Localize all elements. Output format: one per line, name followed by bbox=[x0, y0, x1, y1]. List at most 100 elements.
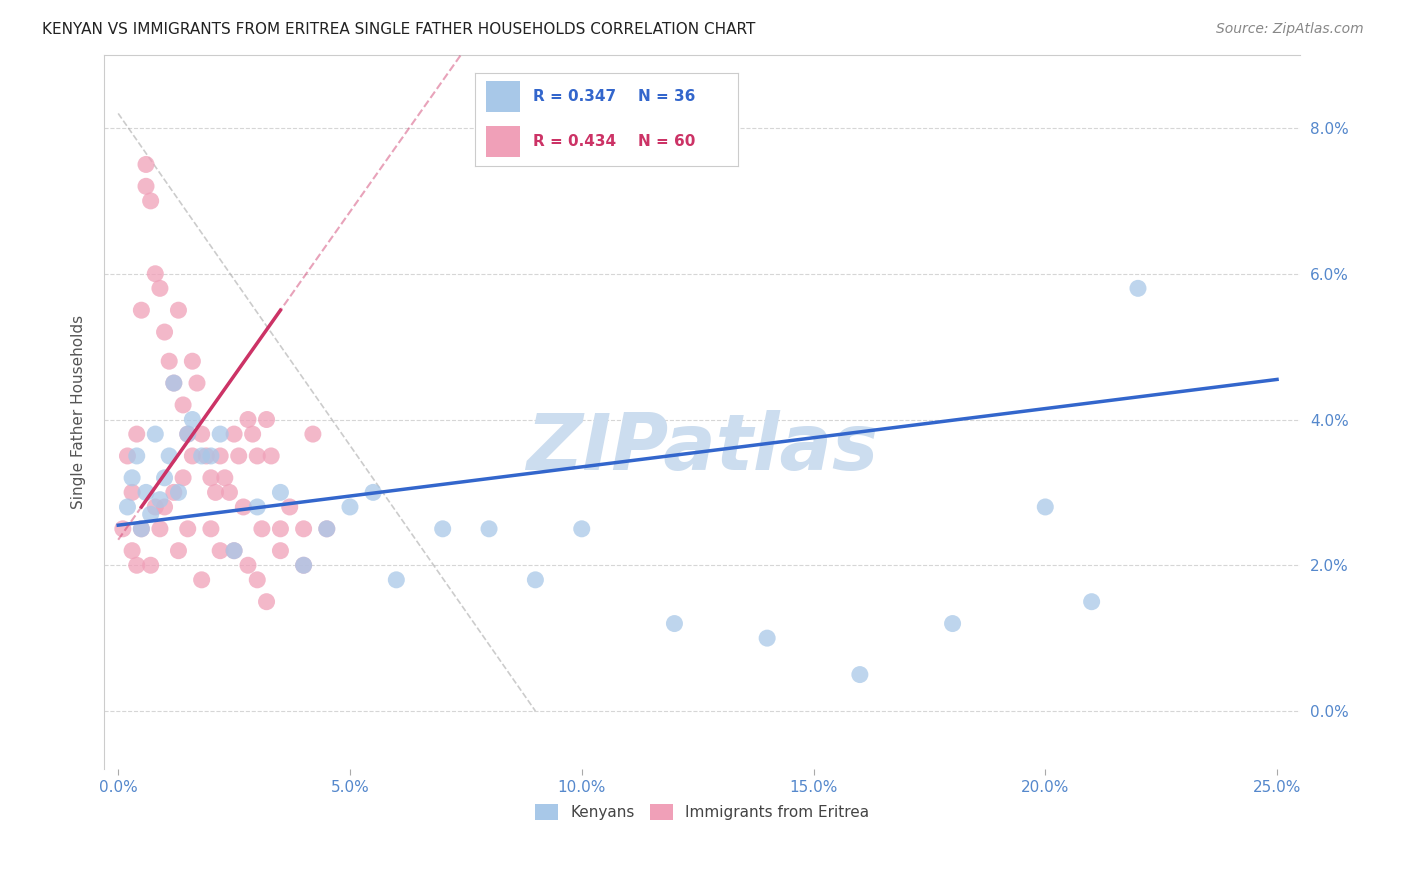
Point bbox=[478, 522, 501, 536]
Point bbox=[143, 427, 166, 442]
Y-axis label: Single Father Households: Single Father Households bbox=[72, 315, 86, 509]
Point bbox=[121, 471, 143, 485]
Point bbox=[111, 522, 134, 536]
Point bbox=[125, 449, 148, 463]
Point bbox=[177, 427, 200, 442]
Point bbox=[269, 543, 291, 558]
Point bbox=[131, 522, 153, 536]
Point bbox=[190, 449, 212, 463]
Point bbox=[278, 500, 301, 514]
Point bbox=[139, 194, 162, 208]
Point bbox=[117, 449, 139, 463]
Point bbox=[228, 449, 250, 463]
Point bbox=[232, 500, 254, 514]
Point bbox=[121, 543, 143, 558]
Point bbox=[143, 500, 166, 514]
Point bbox=[143, 267, 166, 281]
Point bbox=[153, 471, 176, 485]
Point bbox=[157, 354, 180, 368]
Point bbox=[236, 558, 259, 573]
Point bbox=[236, 412, 259, 426]
Point bbox=[181, 449, 204, 463]
Point bbox=[218, 485, 240, 500]
Point bbox=[139, 508, 162, 522]
Point bbox=[181, 412, 204, 426]
Point bbox=[117, 500, 139, 514]
Point bbox=[1033, 500, 1056, 514]
Point bbox=[135, 485, 157, 500]
Point bbox=[339, 500, 361, 514]
Point bbox=[163, 376, 186, 390]
Point bbox=[1080, 595, 1102, 609]
Text: Source: ZipAtlas.com: Source: ZipAtlas.com bbox=[1216, 22, 1364, 37]
Point bbox=[131, 303, 153, 318]
Point bbox=[942, 616, 965, 631]
Point bbox=[157, 449, 180, 463]
Point bbox=[172, 398, 194, 412]
Point bbox=[1126, 281, 1149, 295]
Text: ZIPatlas: ZIPatlas bbox=[526, 410, 879, 486]
Point bbox=[269, 485, 291, 500]
Point bbox=[432, 522, 454, 536]
Point bbox=[200, 522, 222, 536]
Point bbox=[302, 427, 325, 442]
Point bbox=[167, 543, 190, 558]
Point bbox=[315, 522, 337, 536]
Point bbox=[172, 471, 194, 485]
Point bbox=[135, 157, 157, 171]
Point bbox=[292, 522, 315, 536]
Point bbox=[222, 427, 245, 442]
Point bbox=[260, 449, 283, 463]
Point bbox=[190, 427, 212, 442]
Point bbox=[246, 449, 269, 463]
Point bbox=[139, 558, 162, 573]
Point bbox=[149, 522, 172, 536]
Point bbox=[209, 449, 232, 463]
Point bbox=[246, 500, 269, 514]
Point bbox=[524, 573, 547, 587]
Point bbox=[849, 667, 872, 681]
Point bbox=[204, 485, 226, 500]
Point bbox=[214, 471, 236, 485]
Point bbox=[181, 354, 204, 368]
Point bbox=[186, 376, 208, 390]
Point bbox=[167, 303, 190, 318]
Point bbox=[664, 616, 686, 631]
Point bbox=[177, 427, 200, 442]
Point bbox=[385, 573, 408, 587]
Point bbox=[149, 281, 172, 295]
Point bbox=[292, 558, 315, 573]
Point bbox=[153, 325, 176, 339]
Legend: Kenyans, Immigrants from Eritrea: Kenyans, Immigrants from Eritrea bbox=[529, 797, 876, 826]
Point bbox=[190, 573, 212, 587]
Point bbox=[163, 485, 186, 500]
Point bbox=[222, 543, 245, 558]
Point bbox=[125, 427, 148, 442]
Point bbox=[292, 558, 315, 573]
Point bbox=[121, 485, 143, 500]
Point bbox=[200, 449, 222, 463]
Point bbox=[135, 179, 157, 194]
Point bbox=[131, 522, 153, 536]
Point bbox=[242, 427, 264, 442]
Point bbox=[256, 412, 278, 426]
Point bbox=[246, 573, 269, 587]
Point bbox=[195, 449, 218, 463]
Point bbox=[222, 543, 245, 558]
Point bbox=[125, 558, 148, 573]
Point bbox=[167, 485, 190, 500]
Point bbox=[250, 522, 273, 536]
Point bbox=[756, 631, 779, 645]
Point bbox=[200, 471, 222, 485]
Point bbox=[256, 595, 278, 609]
Point bbox=[163, 376, 186, 390]
Text: KENYAN VS IMMIGRANTS FROM ERITREA SINGLE FATHER HOUSEHOLDS CORRELATION CHART: KENYAN VS IMMIGRANTS FROM ERITREA SINGLE… bbox=[42, 22, 755, 37]
Point bbox=[269, 522, 291, 536]
Point bbox=[209, 427, 232, 442]
Point bbox=[361, 485, 384, 500]
Point bbox=[149, 492, 172, 507]
Point bbox=[177, 522, 200, 536]
Point bbox=[153, 500, 176, 514]
Point bbox=[209, 543, 232, 558]
Point bbox=[315, 522, 337, 536]
